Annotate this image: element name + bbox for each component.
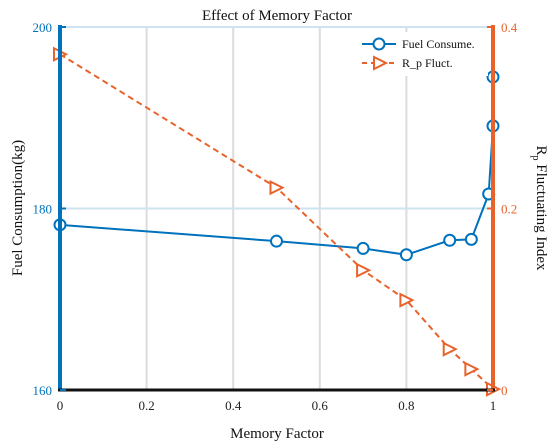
series-marker-1 bbox=[269, 180, 285, 196]
ticks-layer: 0 0.2 0.4 0.6 0.8 1 160 180 200 0 0.2 0.4 bbox=[33, 20, 518, 413]
x-tick-label: 0.4 bbox=[225, 398, 242, 413]
series-marker-1 bbox=[442, 341, 458, 357]
y-axis-right-label-rest: Fluctuating Index bbox=[533, 161, 549, 271]
series-line-1 bbox=[59, 53, 494, 390]
grid-layer bbox=[60, 26, 493, 390]
y-axis-left-label: Fuel Consumption(kg) bbox=[10, 140, 26, 276]
legend-marker-rp bbox=[373, 55, 389, 71]
series-marker-0 bbox=[399, 248, 413, 262]
x-axis-label: Memory Factor bbox=[230, 426, 324, 442]
y-axis-right-label-main: R bbox=[533, 146, 549, 156]
series-marker-1 bbox=[464, 361, 480, 377]
legend: Fuel Consume. R_p Fluct. bbox=[358, 32, 488, 76]
series-marker-0 bbox=[443, 233, 457, 247]
y-left-tick-label: 180 bbox=[33, 202, 53, 217]
legend-label-rp: R_p Fluct. bbox=[402, 56, 453, 70]
x-tick-label: 1 bbox=[490, 398, 497, 413]
y-right-tick-label: 0.4 bbox=[501, 20, 518, 35]
chart-title: Effect of Memory Factor bbox=[202, 8, 352, 24]
y-right-tick-label: 0.2 bbox=[501, 202, 517, 217]
y-right-tick-label: 0 bbox=[501, 383, 508, 398]
x-tick-label: 0.6 bbox=[312, 398, 329, 413]
x-tick-label: 0 bbox=[57, 398, 64, 413]
series-layer bbox=[53, 46, 502, 397]
x-tick-label: 0.2 bbox=[138, 398, 154, 413]
series-marker-0 bbox=[270, 234, 283, 248]
series-line-0 bbox=[59, 76, 494, 256]
y-left-tick-label: 200 bbox=[33, 20, 53, 35]
legend-label-fuel: Fuel Consume. bbox=[402, 37, 475, 51]
series-marker-1 bbox=[399, 292, 415, 308]
series-marker-1 bbox=[356, 262, 372, 278]
y-axis-right-label: Rp Fluctuating Index bbox=[530, 146, 549, 271]
legend-marker-fuel bbox=[372, 37, 386, 51]
series-marker-0 bbox=[464, 232, 478, 246]
x-tick-label: 0.8 bbox=[398, 398, 414, 413]
series-marker-0 bbox=[356, 241, 370, 255]
y-left-tick-label: 160 bbox=[33, 383, 53, 398]
y-axis-right-label-sub: p bbox=[530, 156, 541, 161]
